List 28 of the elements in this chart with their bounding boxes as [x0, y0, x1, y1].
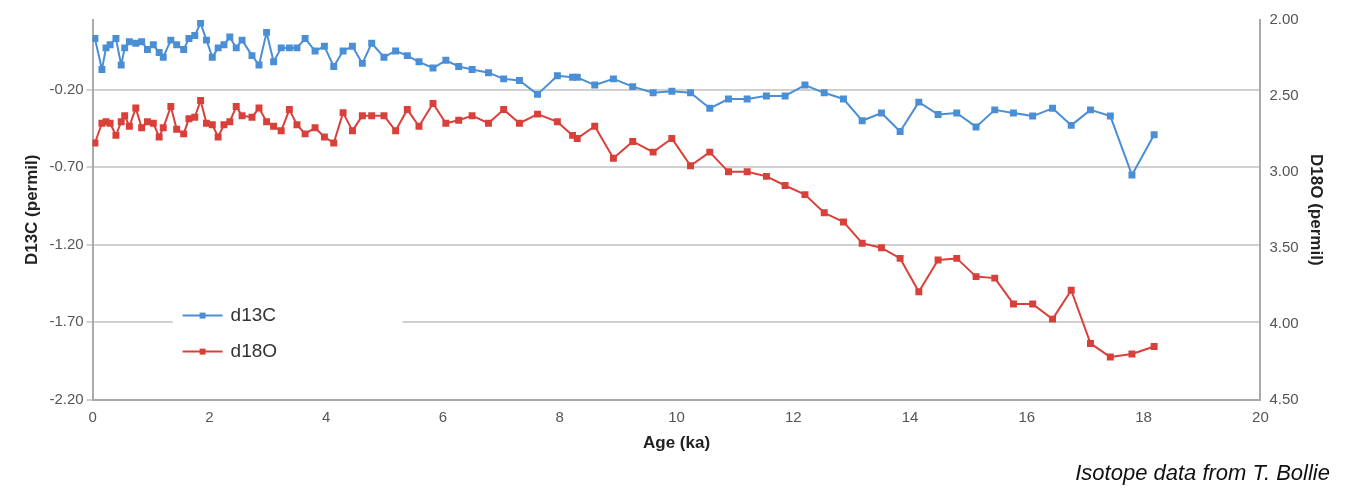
y2-tick-label: 2.00	[1269, 10, 1299, 28]
x-tick-label: 2	[205, 407, 214, 425]
y-tick-label: -1.70	[49, 312, 84, 330]
x-tick-label: 12	[784, 407, 802, 425]
x-tick-label: 20	[1252, 407, 1269, 425]
legend-label: d13C	[230, 303, 277, 325]
y-tick-label: -2.20	[49, 389, 84, 407]
y2-tick-label: 4.00	[1269, 313, 1299, 331]
y-axis-title: D13C (permil)	[21, 154, 41, 266]
x-tick-label: 6	[438, 407, 448, 425]
x-tick-label: 18	[1135, 407, 1152, 425]
x-tick-label: 16	[1018, 407, 1036, 425]
text: Isotope data from T. Bollie	[1074, 460, 1331, 486]
legend-label: d18O	[230, 339, 278, 361]
x-tick-label: 10	[668, 407, 685, 425]
x-axis-title: Age (ka)	[642, 433, 711, 453]
x-tick-label: 0	[88, 407, 97, 425]
x-tick-label: 14	[901, 407, 919, 425]
y2-tick-label: 2.50	[1269, 86, 1299, 104]
y-tick-label: -0.20	[49, 79, 84, 97]
y2-tick-label: 4.50	[1269, 389, 1299, 407]
x-tick-label: 4	[321, 407, 331, 425]
y-tick-label: -1.20	[49, 234, 84, 252]
y2-axis-title: D18O (permil)	[1307, 154, 1327, 266]
y-tick-label: -0.70	[49, 157, 84, 175]
x-tick-label: 8	[555, 407, 564, 425]
y2-tick-label: 3.50	[1269, 237, 1299, 255]
y2-tick-label: 3.00	[1269, 161, 1299, 179]
